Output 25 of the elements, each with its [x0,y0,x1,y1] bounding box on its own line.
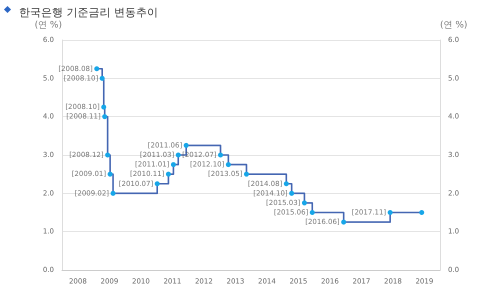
point [166,172,171,177]
point [388,210,393,215]
point [184,142,189,148]
point [244,172,249,177]
point [218,152,224,158]
point [284,181,289,186]
point [341,220,346,225]
point [419,210,424,215]
point [170,162,176,168]
point [110,190,116,196]
point [226,162,231,168]
y2-axis-title: (연 %) [440,20,468,30]
point [176,152,181,158]
point [100,76,105,81]
y-axis-title: (연 %) [34,20,62,30]
chart-title: 한국은행 기준금리 변동추이 [19,6,158,19]
point [108,172,113,177]
point [105,152,110,158]
point [310,210,315,215]
point [154,181,160,186]
point [102,114,108,120]
point [101,104,106,110]
point [302,200,307,206]
point [289,190,294,196]
point [94,66,100,72]
